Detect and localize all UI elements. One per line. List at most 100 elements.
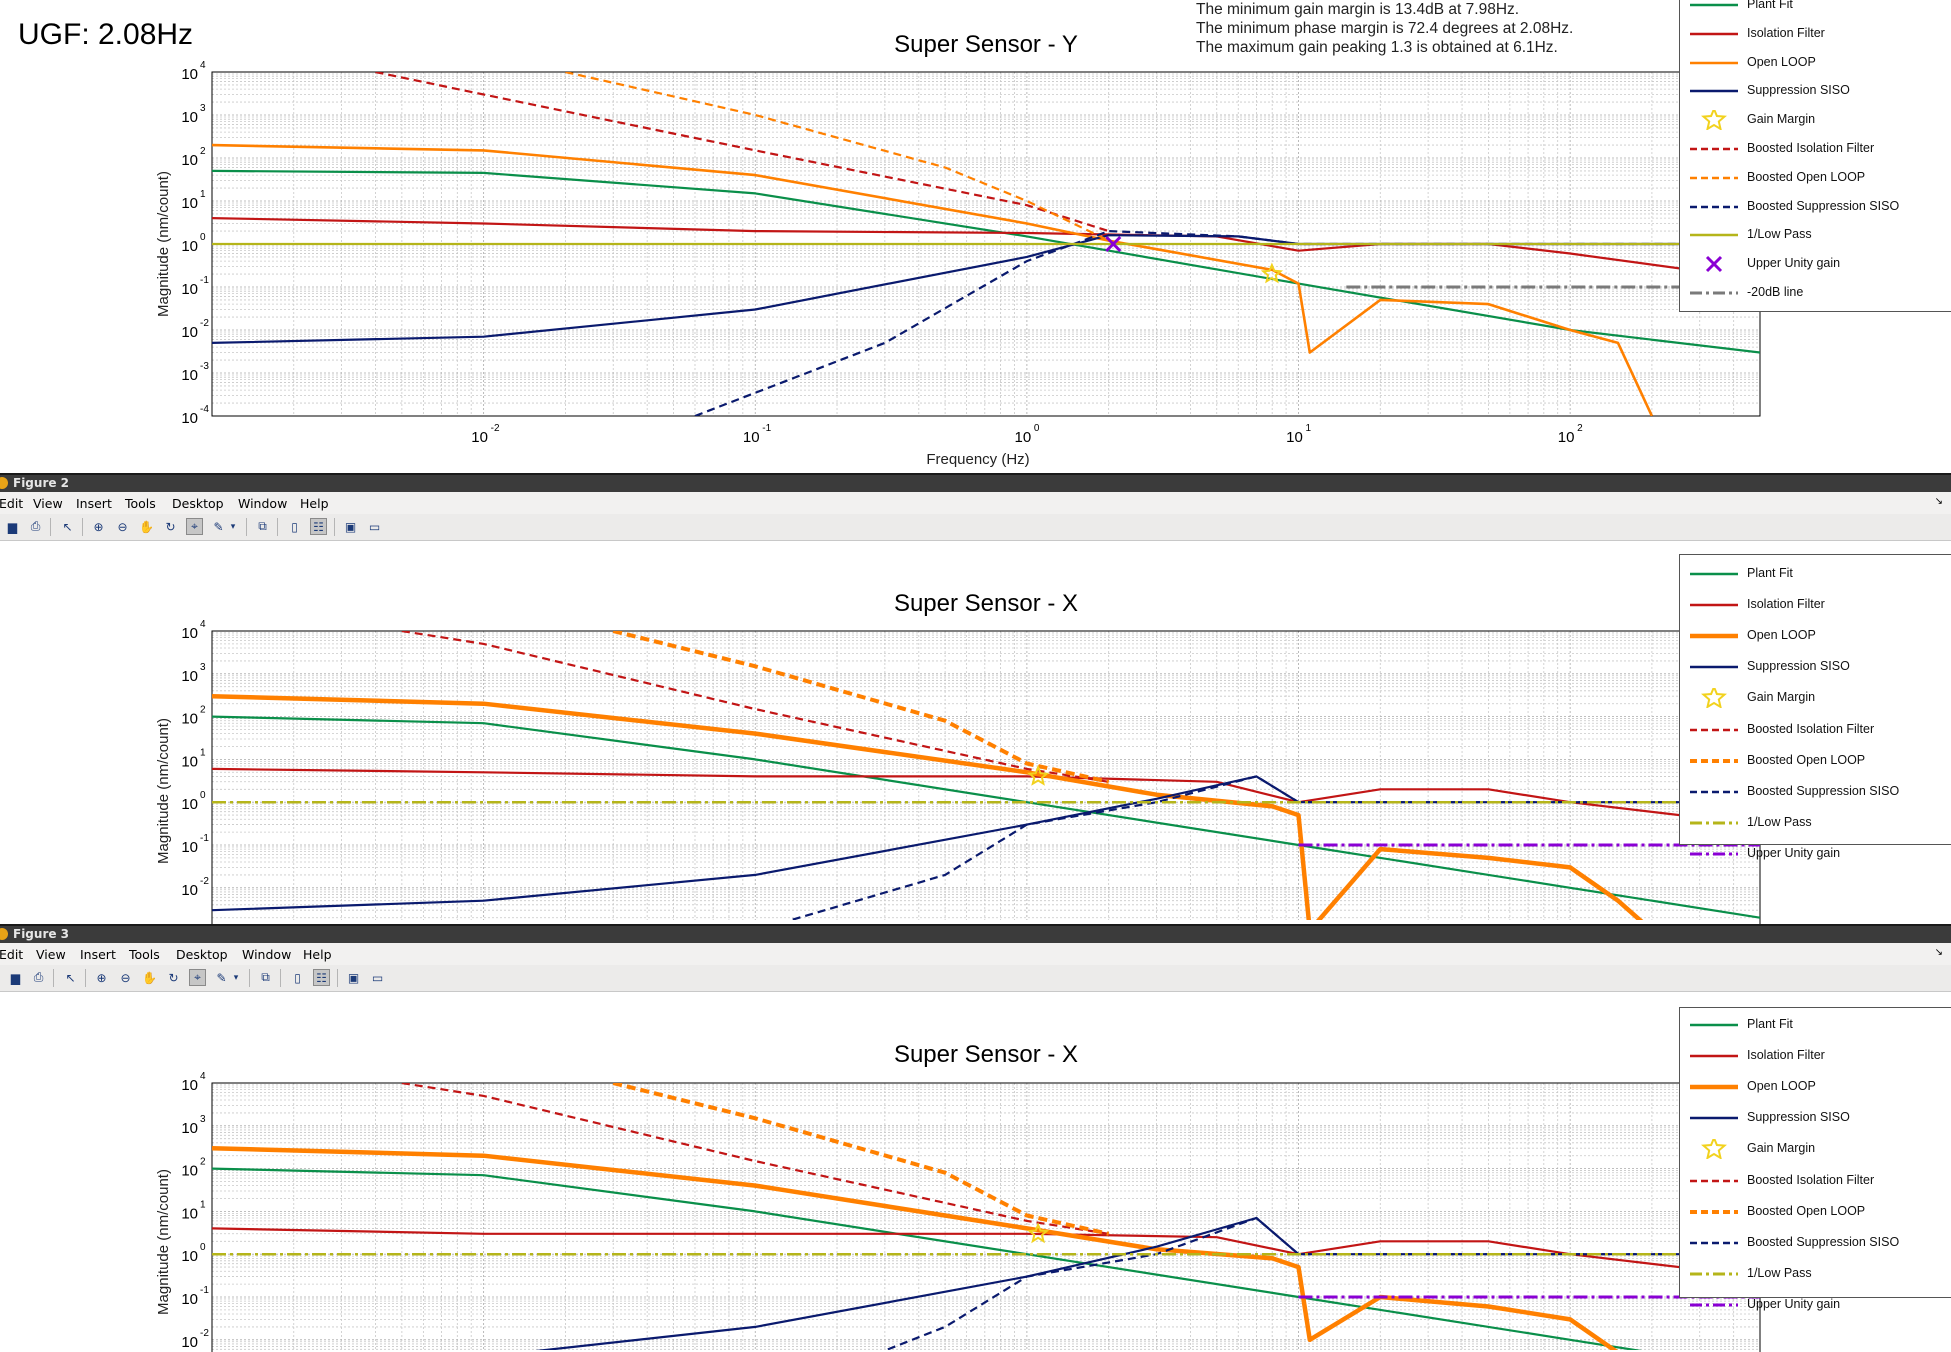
hide-plot-tools-icon[interactable]: ▣ (344, 519, 357, 534)
menu-window[interactable]: Window (238, 496, 288, 511)
legend-item-upper-unity-gain[interactable]: Upper Unity gain (1680, 843, 1951, 865)
menu-tools[interactable]: Tools (125, 496, 156, 511)
menu-view[interactable]: View (36, 947, 66, 962)
legend-item-upper-unity-gain[interactable]: Upper Unity gain (1680, 1294, 1951, 1316)
zoom-in-icon[interactable]: ⊕ (96, 970, 107, 985)
show-plot-tools-icon[interactable]: ▭ (371, 970, 384, 985)
show-plot-tools-icon[interactable]: ▭ (368, 519, 381, 534)
save-icon[interactable]: ▆ (7, 519, 18, 534)
chevron-down-icon[interactable]: ▾ (230, 521, 236, 531)
legend-item-suppression-siso[interactable]: Suppression SISO (1680, 656, 1951, 678)
menu-insert[interactable]: Insert (80, 947, 116, 962)
legend-item-20db-line[interactable]: -20dB line (1680, 282, 1951, 304)
print-icon[interactable]: ⎙ (33, 970, 44, 984)
print-icon[interactable]: ⎙ (30, 519, 41, 533)
legend-item-open-loop[interactable]: Open LOOP (1680, 625, 1951, 647)
colorbar-icon[interactable]: ▯ (291, 519, 298, 534)
legend-item-open-loop[interactable]: Open LOOP (1680, 52, 1951, 74)
hide-plot-tools-icon[interactable]: ▣ (347, 970, 360, 985)
chart-title: Super Sensor - X (894, 590, 1078, 617)
colorbar-icon[interactable]: ▯ (294, 970, 301, 985)
legend-swatch (1690, 147, 1738, 151)
zoom-out-icon[interactable]: ⊖ (120, 970, 131, 985)
menu-edit[interactable]: Edit (0, 496, 24, 511)
data-cursor-icon[interactable]: ⌖ (186, 518, 203, 535)
pointer-icon[interactable]: ↖ (65, 970, 76, 985)
legend-figure-2[interactable]: Plant Fit Isolation Filter Open LOOP Suppre… (1679, 554, 1951, 860)
legend-item-open-loop[interactable]: Open LOOP (1680, 1076, 1951, 1098)
legend-figure-1[interactable]: Plant Fit Isolation Filter Open LOOP Suppre… (1679, 0, 1951, 312)
rotate-icon[interactable]: ↻ (165, 519, 176, 534)
legend-item-boosted-suppression-siso[interactable]: Boosted Suppression SISO (1680, 196, 1951, 218)
legend-label: Suppression SISO (1747, 83, 1850, 98)
y-tick-exponent: 4 (200, 619, 206, 630)
menu-help[interactable]: Help (300, 496, 329, 511)
menu-insert[interactable]: Insert (76, 496, 112, 511)
legend-label: Isolation Filter (1747, 1048, 1825, 1063)
legend-swatch (1690, 821, 1738, 825)
pointer-icon[interactable]: ↖ (62, 519, 73, 534)
zoom-out-icon[interactable]: ⊖ (117, 519, 128, 534)
legend-item-1-low-pass[interactable]: 1/Low Pass (1680, 224, 1951, 246)
menu-dock-arrow-icon[interactable]: ↘ (1934, 496, 1943, 507)
legend-icon[interactable]: ☷ (313, 969, 330, 986)
legend-item-gain-margin[interactable]: Gain Margin (1680, 1138, 1951, 1160)
legend-icon[interactable]: ☷ (310, 518, 327, 535)
series-boosted-isolation-filter (401, 1083, 1109, 1235)
phase-margin-message: The minimum phase margin is 72.4 degrees… (1196, 20, 1574, 37)
legend-swatch (1690, 90, 1738, 93)
y-tick-label: 10 (181, 711, 198, 728)
menu-edit[interactable]: Edit (0, 947, 24, 962)
legend-swatch (1690, 1272, 1738, 1276)
zoom-in-icon[interactable]: ⊕ (93, 519, 104, 534)
legend-item-isolation-filter[interactable]: Isolation Filter (1680, 23, 1951, 45)
legend-item-plant-fit[interactable]: Plant Fit (1680, 1014, 1951, 1036)
legend-item-boosted-isolation-filter[interactable]: Boosted Isolation Filter (1680, 138, 1951, 160)
menu-desktop[interactable]: Desktop (176, 947, 228, 962)
legend-item-suppression-siso[interactable]: Suppression SISO (1680, 80, 1951, 102)
menu-window[interactable]: Window (242, 947, 292, 962)
series-plant-fit (212, 1167, 1642, 1350)
legend-item-isolation-filter[interactable]: Isolation Filter (1680, 1045, 1951, 1067)
legend-figure-3[interactable]: Plant Fit Isolation Filter Open LOOP Suppre… (1679, 1007, 1951, 1311)
legend-item-boosted-open-loop[interactable]: Boosted Open LOOP (1680, 167, 1951, 189)
menu-view[interactable]: View (33, 496, 63, 511)
legend-item-boosted-isolation-filter[interactable]: Boosted Isolation Filter (1680, 719, 1951, 741)
brush-icon[interactable]: ✎ (216, 970, 227, 985)
legend-item-plant-fit[interactable]: Plant Fit (1680, 563, 1951, 585)
legend-item-isolation-filter[interactable]: Isolation Filter (1680, 594, 1951, 616)
legend-item-boosted-suppression-siso[interactable]: Boosted Suppression SISO (1680, 781, 1951, 803)
pan-icon[interactable]: ✋ (139, 519, 154, 534)
menu-desktop[interactable]: Desktop (172, 496, 224, 511)
legend-item-gain-margin[interactable]: Gain Margin (1680, 687, 1951, 709)
legend-item-boosted-suppression-siso[interactable]: Boosted Suppression SISO (1680, 1232, 1951, 1254)
menu-dock-arrow-icon[interactable]: ↘ (1934, 947, 1943, 958)
legend-item-boosted-open-loop[interactable]: Boosted Open LOOP (1680, 750, 1951, 772)
figure-2-titlebar[interactable]: Figure 2 (0, 473, 1951, 492)
rotate-icon[interactable]: ↻ (168, 970, 179, 985)
chevron-down-icon[interactable]: ▾ (233, 972, 239, 982)
x-tick-exponent: 2 (1577, 423, 1583, 434)
save-icon[interactable]: ▆ (10, 970, 21, 985)
legend-item-boosted-isolation-filter[interactable]: Boosted Isolation Filter (1680, 1170, 1951, 1192)
menu-tools[interactable]: Tools (129, 947, 160, 962)
legend-item-suppression-siso[interactable]: Suppression SISO (1680, 1107, 1951, 1129)
legend-item-1-low-pass[interactable]: 1/Low Pass (1680, 812, 1951, 834)
legend-item-boosted-open-loop[interactable]: Boosted Open LOOP (1680, 1201, 1951, 1223)
menu-help[interactable]: Help (303, 947, 332, 962)
pan-icon[interactable]: ✋ (142, 970, 157, 985)
data-cursor-icon[interactable]: ⌖ (189, 969, 206, 986)
marker-gain-margin (1027, 764, 1050, 786)
legend-item-1-low-pass[interactable]: 1/Low Pass (1680, 1263, 1951, 1285)
legend-item-plant-fit[interactable]: Plant Fit (1680, 0, 1951, 16)
link-icon[interactable]: ⧉ (258, 519, 267, 533)
figure-3-titlebar[interactable]: Figure 3 (0, 924, 1951, 943)
brush-icon[interactable]: ✎ (213, 519, 224, 534)
legend-swatch (1701, 110, 1727, 131)
legend-item-upper-unity-gain[interactable]: Upper Unity gain (1680, 253, 1951, 275)
link-icon[interactable]: ⧉ (261, 970, 270, 984)
legend-item-gain-margin[interactable]: Gain Margin (1680, 109, 1951, 131)
